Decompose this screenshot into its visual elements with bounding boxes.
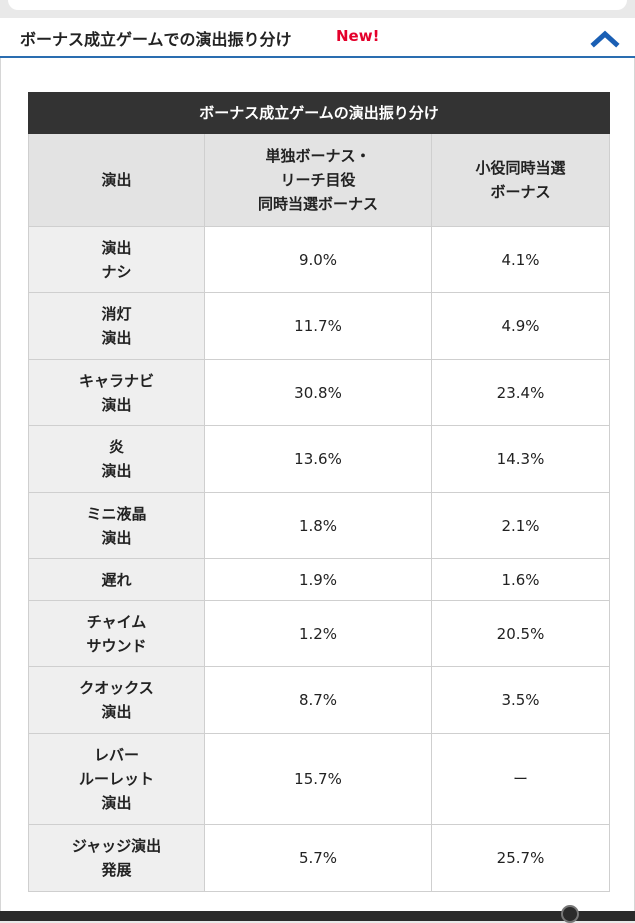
previous-section-edge [8, 0, 627, 10]
row-label: 遅れ [28, 558, 205, 601]
table-row: 炎演出 13.6% 14.3% [28, 425, 610, 493]
table-row: クオックス 演出 8.7% 3.5% [28, 666, 610, 734]
row-label: チャイム サウンド [28, 600, 205, 667]
bottom-toolbar [0, 905, 635, 923]
table-row: 消灯 演出 11.7% 4.9% [28, 292, 610, 360]
header-effect: 演出 [28, 133, 205, 227]
header-solo-bonus: 単独ボーナス・ リーチ目役 同時当選ボーナス [204, 133, 432, 227]
solo-value: 1.8% [204, 492, 432, 559]
distribution-table: ボーナス成立ゲームの演出振り分け 演出 単独ボーナス・ リーチ目役 同時当選ボー… [28, 92, 610, 892]
row-label: クオックス 演出 [28, 666, 205, 734]
header-combo-bonus: 小役同時当選 ボーナス [431, 133, 610, 227]
solo-value: 13.6% [204, 425, 432, 493]
new-badge: New! [336, 27, 380, 45]
table-row: ジャッジ演出 発展 5.7% 25.7% [28, 824, 610, 892]
row-label: レバー ルーレット 演出 [28, 733, 205, 825]
row-label: 演出 ナシ [28, 226, 205, 293]
combo-value: 4.9% [431, 292, 610, 360]
combo-value: 2.1% [431, 492, 610, 559]
combo-value: 4.1% [431, 226, 610, 293]
table-row: レバー ルーレット 演出 15.7% ー [28, 733, 610, 825]
combo-value: 1.6% [431, 558, 610, 601]
solo-value: 15.7% [204, 733, 432, 825]
solo-value: 1.2% [204, 600, 432, 667]
table-row: 遅れ 1.9% 1.6% [28, 558, 610, 601]
solo-value: 11.7% [204, 292, 432, 360]
table-row: 演出 ナシ 9.0% 4.1% [28, 226, 610, 293]
row-label: 炎演出 [28, 425, 205, 493]
row-label: ジャッジ演出 発展 [28, 824, 205, 892]
combo-value: 14.3% [431, 425, 610, 493]
row-label: ミニ液晶 演出 [28, 492, 205, 559]
combo-value: 3.5% [431, 666, 610, 734]
accordion-title: ボーナス成立ゲームでの演出振り分け [20, 30, 292, 49]
row-label: キャラナビ 演出 [28, 359, 205, 426]
top-page-strip [0, 0, 635, 18]
table-row: ミニ液晶 演出 1.8% 2.1% [28, 492, 610, 559]
combo-value: 20.5% [431, 600, 610, 667]
row-label: 消灯 演出 [28, 292, 205, 360]
table-caption: ボーナス成立ゲームの演出振り分け [28, 92, 610, 134]
accordion-panel: ボーナス成立ゲームでの演出振り分け New! ボーナス成立ゲームの演出振り分け … [0, 18, 635, 911]
accordion-header[interactable]: ボーナス成立ゲームでの演出振り分け New! [0, 18, 635, 58]
combo-value: 23.4% [431, 359, 610, 426]
combo-value: ー [431, 733, 610, 825]
table-row: キャラナビ 演出 30.8% 23.4% [28, 359, 610, 426]
chevron-up-icon[interactable] [589, 24, 621, 52]
accordion-content: ボーナス成立ゲームの演出振り分け 演出 単独ボーナス・ リーチ目役 同時当選ボー… [0, 58, 635, 911]
solo-value: 9.0% [204, 226, 432, 293]
circle-icon[interactable] [561, 905, 579, 923]
table-row: チャイム サウンド 1.2% 20.5% [28, 600, 610, 667]
combo-value: 25.7% [431, 824, 610, 892]
solo-value: 8.7% [204, 666, 432, 734]
solo-value: 5.7% [204, 824, 432, 892]
solo-value: 30.8% [204, 359, 432, 426]
solo-value: 1.9% [204, 558, 432, 601]
